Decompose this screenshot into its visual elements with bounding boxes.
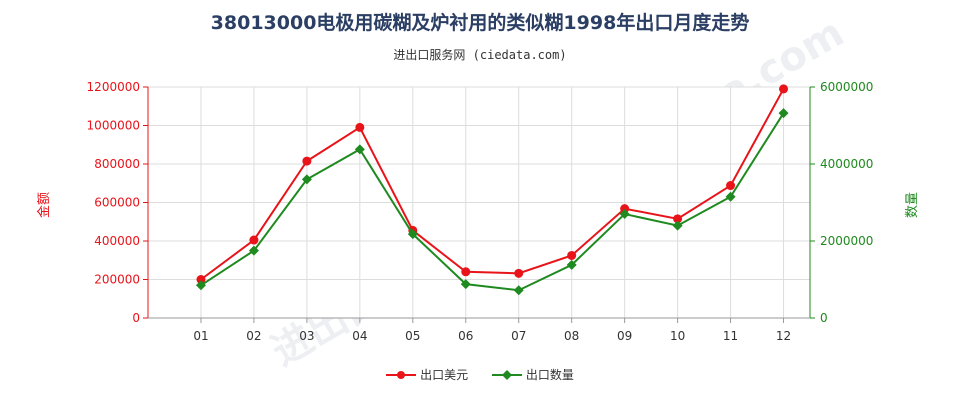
tick-label-right: 6000000 xyxy=(820,80,873,94)
tick-label-x: 05 xyxy=(405,329,420,343)
data-point-qty xyxy=(672,220,683,231)
tick-label-right: 2000000 xyxy=(820,234,873,248)
data-point-qty xyxy=(195,280,206,291)
y-axis-title-left: 金额 xyxy=(36,192,52,218)
data-point-qty xyxy=(460,279,471,290)
data-point-usd xyxy=(196,275,206,284)
axis-labels: 0 200000 400000 600000 800000 1000000 1200000 0… xyxy=(36,80,920,343)
tick-label-left: 600000 xyxy=(94,196,140,210)
data-point-qty xyxy=(248,245,259,256)
tick-label-x: 04 xyxy=(352,329,367,343)
data-point-usd xyxy=(779,84,789,94)
tick-label-left: 1000000 xyxy=(87,119,140,133)
tick-label-x: 03 xyxy=(299,329,314,343)
tick-label-x: 10 xyxy=(670,329,685,343)
legend-swatch-qty-icon xyxy=(491,369,522,380)
legend-item-qty[interactable]: 出口数量 xyxy=(491,366,574,383)
chart-title: 38013000电极用碳糊及炉衬用的类似糊1998年出口月度走势 xyxy=(210,12,750,34)
grid xyxy=(147,86,811,319)
data-point-qty xyxy=(778,108,789,119)
y-axis-title-right: 数量 xyxy=(905,192,920,218)
data-point-qty xyxy=(354,144,365,155)
data-point-usd xyxy=(461,267,471,277)
tick-label-x: 11 xyxy=(723,329,738,343)
data-point-usd xyxy=(249,235,259,245)
tick-label-right: 4000000 xyxy=(820,157,873,171)
chart-subtitle: 进出口服务网 (ciedata.com) xyxy=(393,48,567,62)
data-point-qty xyxy=(407,229,418,240)
tick-label-left: 800000 xyxy=(94,157,140,171)
tick-label-x: 12 xyxy=(776,329,791,343)
data-point-qty xyxy=(513,285,524,296)
data-point-usd xyxy=(355,122,365,132)
tick-label-left: 0 xyxy=(132,311,140,325)
axes xyxy=(143,86,815,323)
series xyxy=(195,84,789,296)
data-point-qty xyxy=(725,191,736,202)
series-line-usd xyxy=(200,88,785,281)
data-point-qty xyxy=(566,259,577,270)
series-line-qty xyxy=(200,112,785,292)
data-point-usd xyxy=(514,268,524,278)
tick-label-x: 07 xyxy=(511,329,526,343)
tick-label-x: 02 xyxy=(246,329,261,343)
data-point-qty xyxy=(619,209,630,220)
tick-label-x: 01 xyxy=(193,329,208,343)
tick-label-left: 200000 xyxy=(94,273,140,287)
legend-swatch-usd-icon xyxy=(386,370,417,379)
data-point-usd xyxy=(620,204,630,214)
data-point-qty xyxy=(301,174,312,185)
legend-label-qty: 出口数量 xyxy=(525,368,574,382)
data-point-usd xyxy=(673,214,683,224)
data-point-usd xyxy=(567,250,577,260)
tick-label-x: 09 xyxy=(617,329,632,343)
legend-item-usd[interactable]: 出口美元 xyxy=(386,366,468,383)
data-point-usd xyxy=(726,181,736,191)
tick-label-x: 08 xyxy=(564,329,579,343)
tick-label-left: 400000 xyxy=(94,234,140,248)
tick-label-left: 1200000 xyxy=(87,80,140,94)
legend-label-usd: 出口美元 xyxy=(420,368,469,382)
data-point-usd xyxy=(302,156,312,166)
tick-label-x: 06 xyxy=(458,329,473,343)
tick-label-right: 0 xyxy=(820,311,828,325)
legend: 出口美元 出口数量 xyxy=(0,366,960,384)
